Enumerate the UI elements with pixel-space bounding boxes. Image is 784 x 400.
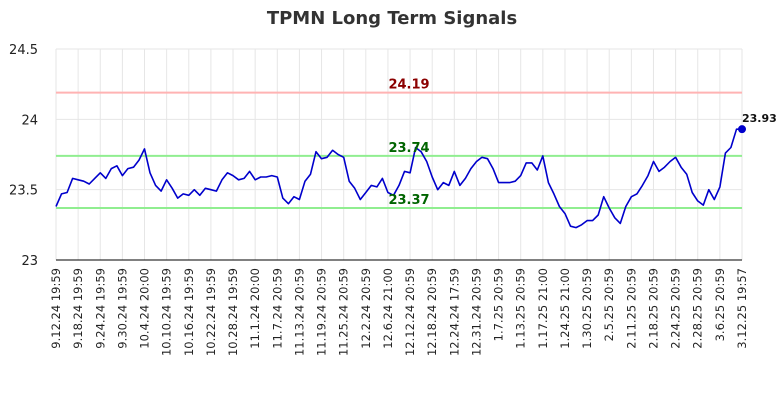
x-tick-label: 11.25.24 20:59: [337, 268, 351, 356]
x-tick-label: 12.24.24 17:59: [447, 268, 461, 356]
x-tick-label: 11.7.24 20:59: [270, 268, 284, 349]
y-tick-label: 23: [21, 254, 38, 269]
x-tick-label: 10.16.24 19:59: [182, 268, 196, 356]
y-tick-label: 24.5: [9, 43, 38, 58]
y-tick-label: 23.5: [9, 184, 38, 199]
x-tick-label: 12.6.24 21:00: [381, 268, 395, 349]
x-tick-label: 9.30.24 19:59: [115, 268, 129, 349]
x-tick-label: 12.2.24 20:59: [359, 268, 373, 349]
x-tick-label: 1.30.25 20:59: [580, 268, 594, 349]
chart-title: TPMN Long Term Signals: [266, 8, 518, 29]
price-series-line: [55, 128, 742, 229]
x-tick-label: 10.22.24 19:59: [204, 268, 218, 356]
x-tick-label: 2.24.25 20:59: [669, 268, 683, 349]
x-tick-label: 12.31.24 20:59: [469, 268, 483, 356]
x-tick-label: 11.19.24 20:59: [315, 268, 329, 356]
reference-line-label: 23.74: [388, 141, 429, 156]
x-tick-label: 2.18.25 20:59: [646, 268, 660, 349]
x-tick-label: 11.1.24 20:00: [248, 268, 262, 349]
x-tick-label: 1.17.25 21:00: [536, 268, 550, 349]
x-tick-label: 11.13.24 20:59: [292, 268, 306, 356]
x-tick-label: 1.24.25 21:00: [558, 268, 572, 349]
last-point-label: 23.93: [742, 112, 777, 125]
x-tick-label: 9.12.24 19:59: [49, 268, 63, 349]
axes: 23 23.5 24 24.5 9.12.24 19:59 9.18.24 19:59 9.…: [9, 43, 749, 356]
x-tick-label: 3.12.25 19:57: [735, 268, 749, 349]
reference-line-label: 24.19: [388, 78, 429, 93]
series: [55, 125, 746, 229]
x-tick-label: 2.5.25 20:59: [602, 268, 616, 341]
x-tick-label: 3.6.25 20:59: [713, 268, 727, 341]
x-tick-label: 10.4.24 20:00: [138, 268, 152, 349]
x-tick-label: 2.28.25 20:59: [691, 268, 705, 349]
last-point-marker: [738, 125, 746, 134]
y-tick-label: 24: [21, 113, 38, 128]
annotations: 24.19 23.74 23.37 23.93: [388, 78, 776, 208]
x-tick-label: 2.11.25 20:59: [624, 268, 638, 349]
x-tick-label: 9.24.24 19:59: [93, 268, 107, 349]
reference-lines: [56, 91, 742, 209]
x-tick-label: 10.10.24 19:59: [160, 268, 174, 356]
x-tick-label: 1.7.25 20:59: [492, 268, 506, 341]
x-tick-label: 12.18.24 20:59: [425, 268, 439, 356]
reference-line-label: 23.37: [388, 193, 429, 208]
x-tick-label: 12.12.24 20:59: [403, 268, 417, 356]
x-tick-label: 1.13.25 20:59: [514, 268, 528, 349]
x-tick-label: 10.28.24 19:59: [226, 268, 240, 356]
x-tick-label: 9.18.24 19:59: [71, 268, 85, 349]
grid: [55, 48, 743, 261]
